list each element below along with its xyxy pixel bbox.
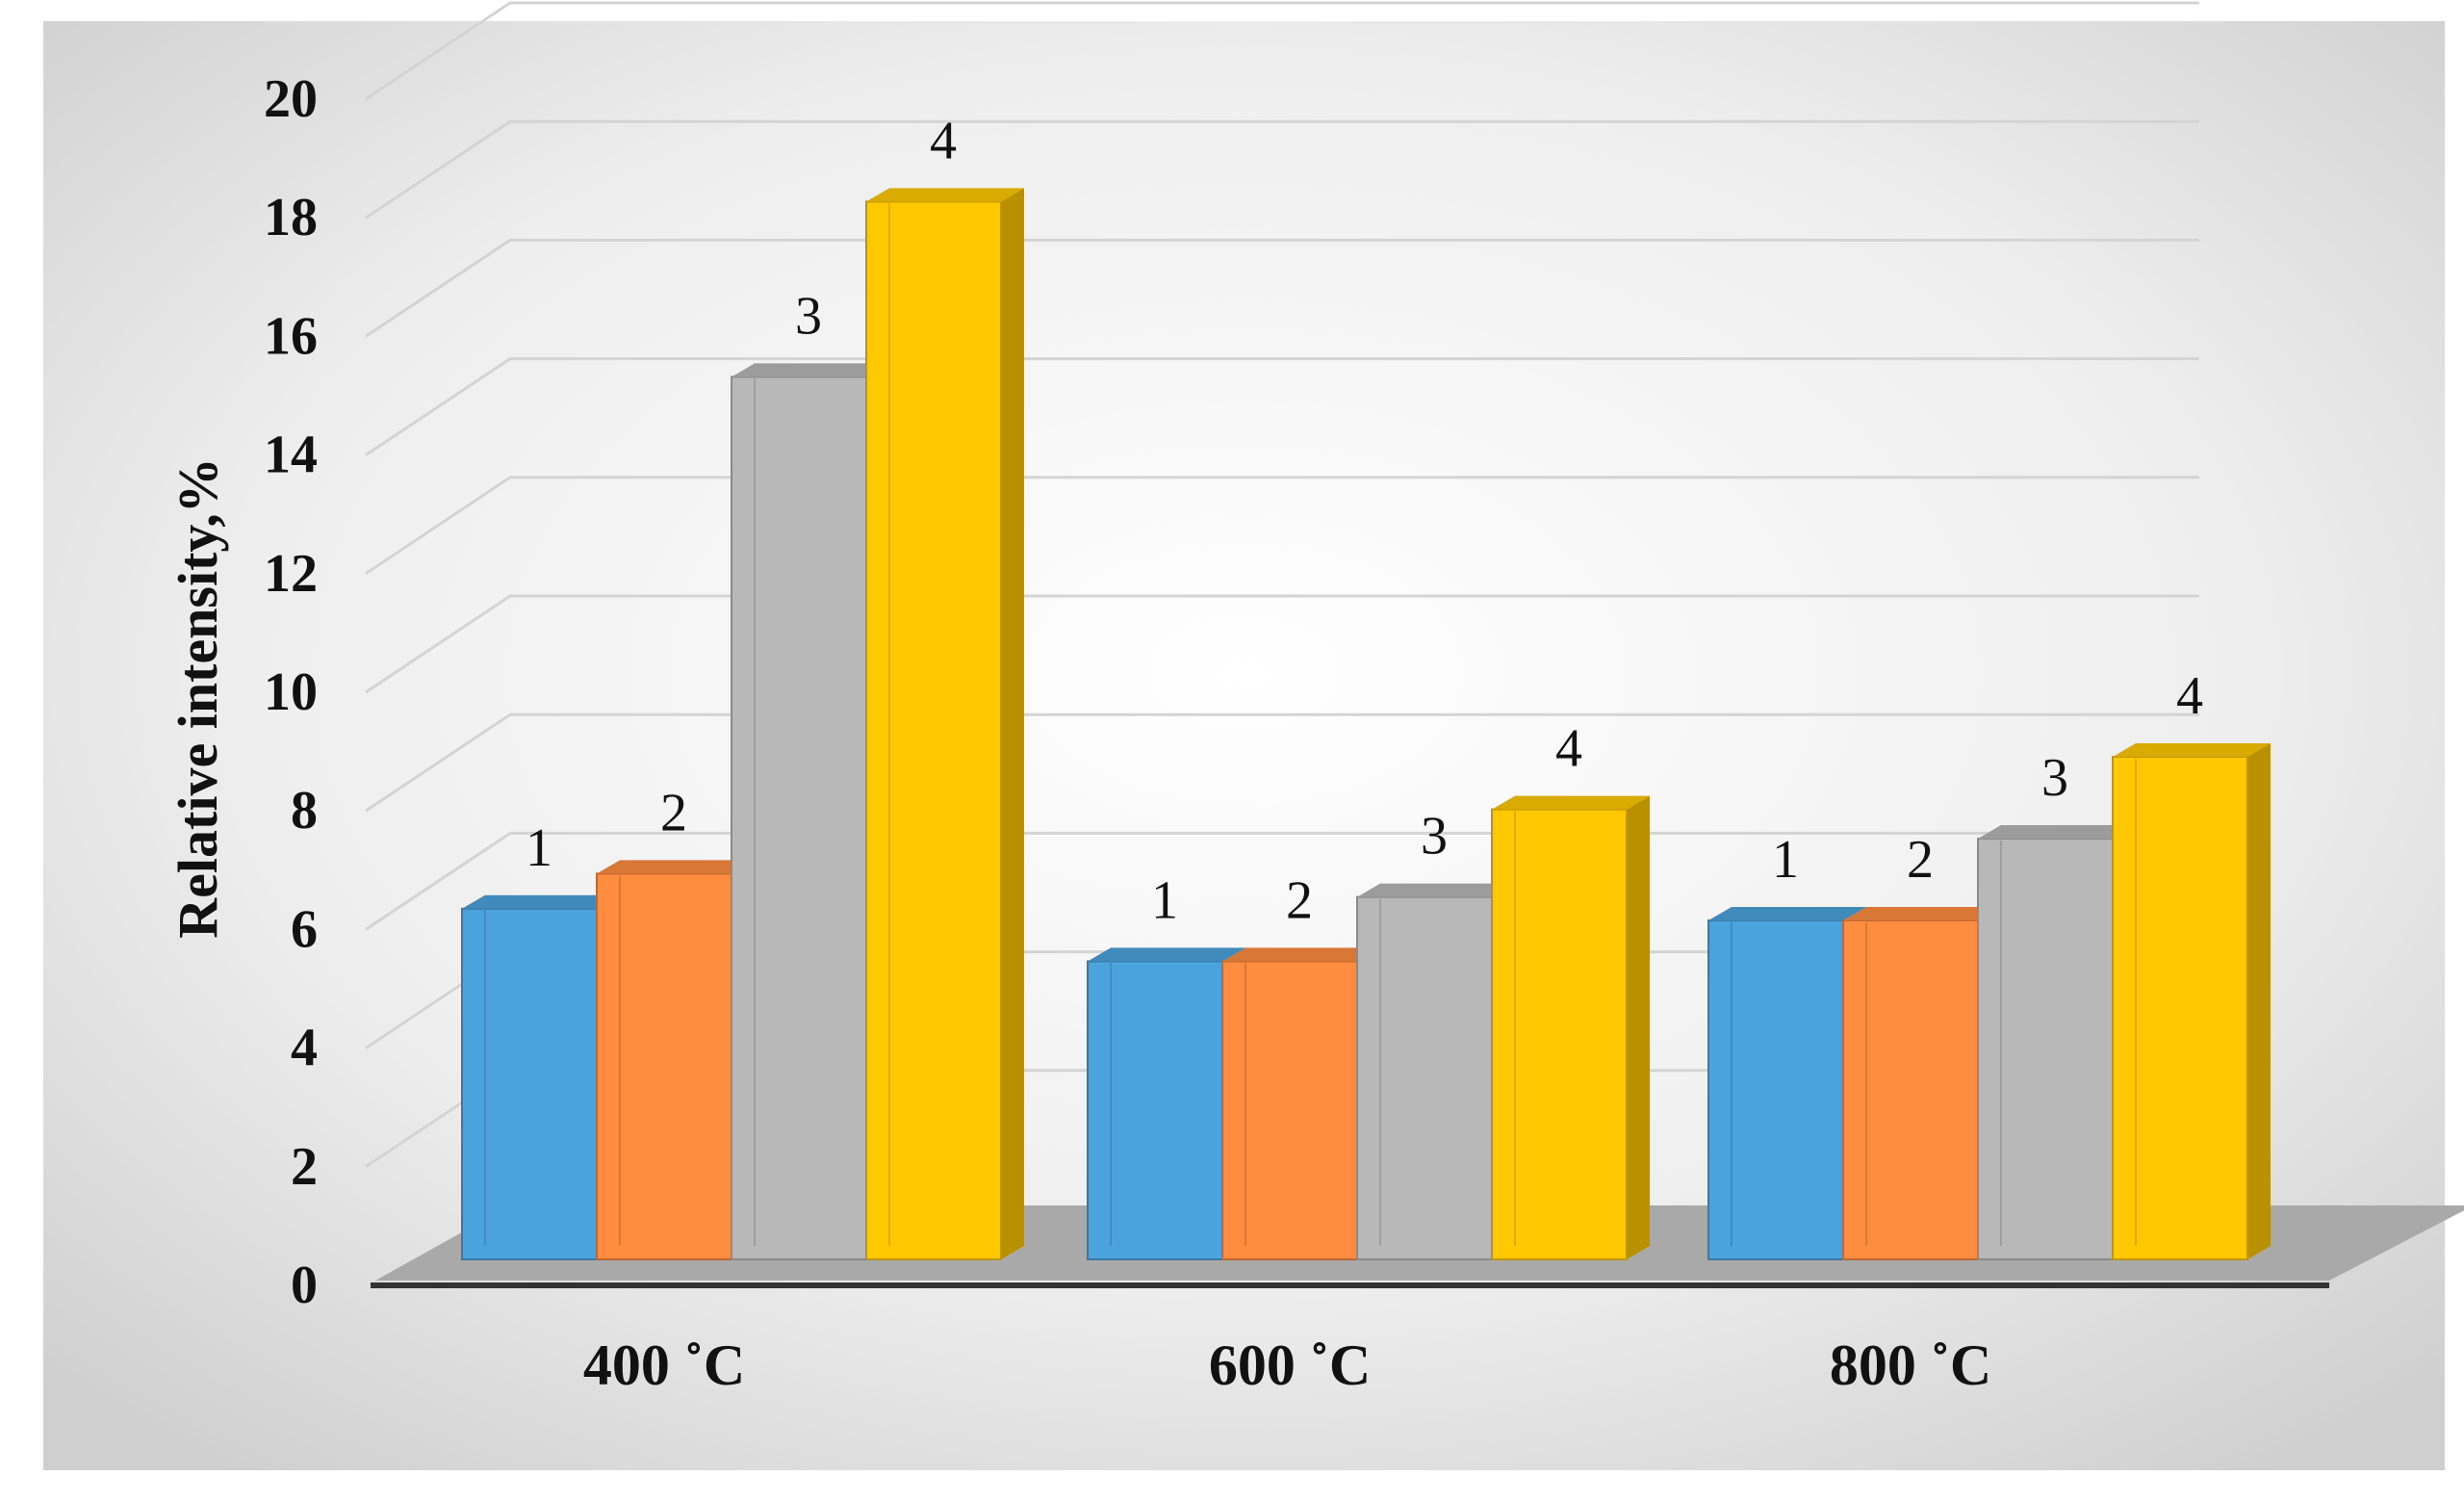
y-tick-label: 12 [264, 544, 318, 604]
gridline [365, 1, 2199, 101]
y-tick-label: 8 [291, 781, 318, 841]
x-category-label: 600 ˚C [1209, 1334, 1371, 1397]
bar [865, 188, 1024, 1261]
y-axis-ticks: 0 2 4 6 8 10 12 14 16 18 20 [264, 69, 318, 1315]
data-label: 1 [1772, 830, 1799, 890]
data-label: 1 [526, 818, 552, 878]
data-labels: 1 2 3 4 1 2 3 4 1 2 3 4 [526, 111, 2203, 930]
gridline [365, 594, 2199, 694]
bar [1977, 824, 2136, 1261]
gridline [365, 476, 2199, 576]
y-tick-label: 4 [291, 1019, 318, 1078]
y-tick-label: 6 [291, 899, 318, 959]
data-label: 2 [1907, 830, 1934, 890]
x-axis-categories: 400 ˚C 600 ˚C 800 ˚C [583, 1334, 1991, 1397]
bars [461, 188, 2271, 1261]
y-tick-label: 10 [264, 662, 318, 722]
data-label: 3 [1421, 807, 1448, 867]
y-axis-label: Relative intensity,% [167, 457, 229, 938]
y-tick-label: 16 [264, 306, 318, 366]
x-category-label: 800 ˚C [1830, 1334, 1991, 1397]
data-label: 4 [1555, 719, 1582, 779]
data-label: 3 [2041, 748, 2068, 808]
y-tick-label: 20 [264, 69, 318, 129]
y-tick-label: 0 [291, 1256, 318, 1315]
x-category-label: 400 ˚C [583, 1334, 745, 1397]
gridline [365, 238, 2199, 338]
y-tick-label: 14 [264, 426, 318, 485]
bar [1491, 795, 1650, 1260]
bar [2112, 742, 2271, 1260]
gridline [365, 357, 2199, 456]
gridline [365, 119, 2199, 220]
y-tick-label: 2 [291, 1137, 318, 1197]
data-label: 2 [660, 783, 687, 842]
data-label: 4 [930, 111, 957, 170]
data-label: 1 [1151, 870, 1178, 930]
gridline [365, 712, 2199, 813]
y-tick-label: 18 [264, 188, 318, 247]
data-label: 4 [2176, 666, 2203, 726]
data-label: 3 [795, 286, 822, 346]
data-label: 2 [1286, 870, 1313, 930]
